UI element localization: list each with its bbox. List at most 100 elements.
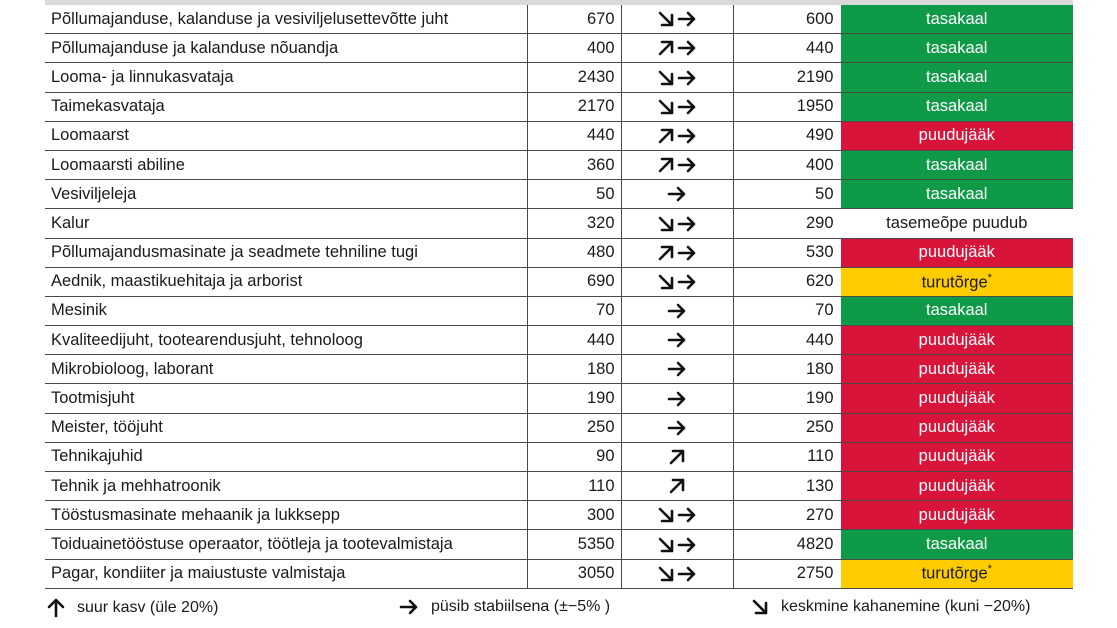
trend-cell <box>621 33 734 64</box>
right-arrow-icon <box>677 506 697 524</box>
right-arrow-icon <box>677 10 697 28</box>
trend-cell <box>621 238 734 268</box>
right-arrow-icon <box>677 536 697 554</box>
status-badge: puudujääk <box>839 471 1073 502</box>
forecast-value: 290 <box>733 208 840 239</box>
down-right-arrow-icon <box>657 69 675 87</box>
forecast-value: 440 <box>733 325 840 356</box>
status-label: puudujääk <box>918 389 995 408</box>
current-value: 180 <box>527 354 622 385</box>
trend-cell <box>621 413 734 443</box>
table-row: Põllumajanduse, kalanduse ja vesiviljelu… <box>45 5 1073 35</box>
current-value: 360 <box>527 150 622 181</box>
trend-cell <box>621 529 734 560</box>
down-right-arrow-icon <box>751 598 769 616</box>
right-arrow-icon <box>399 598 419 616</box>
up-arrow-icon <box>47 598 65 618</box>
right-arrow-icon <box>667 302 687 320</box>
status-label: puudujääk <box>918 243 995 262</box>
up-right-arrow-icon <box>657 39 675 57</box>
current-value: 250 <box>527 413 622 443</box>
status-badge: puudujääk <box>839 500 1073 531</box>
right-arrow-icon <box>667 390 687 408</box>
table-row: Aednik, maastikuehitaja ja arborist 690 62… <box>45 267 1073 297</box>
status-label: puudujääk <box>918 126 995 145</box>
current-value: 3050 <box>527 559 622 589</box>
forecast-value: 440 <box>733 33 840 64</box>
occupation-name: Tootmisjuht <box>45 383 528 414</box>
current-value: 90 <box>527 442 622 473</box>
trend-cell <box>621 500 734 531</box>
current-value: 400 <box>527 33 622 64</box>
right-arrow-icon <box>677 565 697 583</box>
right-arrow-icon <box>667 185 687 203</box>
status-badge: turutõrge* <box>839 559 1073 589</box>
table-row: Kvaliteedijuht, tootearendusjuht, tehnol… <box>45 325 1073 356</box>
occupation-name: Mikrobioloog, laborant <box>45 354 528 385</box>
current-value: 690 <box>527 267 622 297</box>
current-value: 110 <box>527 471 622 502</box>
status-label: puudujääk <box>918 447 995 466</box>
status-label: puudujääk <box>918 476 995 495</box>
trend-cell <box>621 354 734 385</box>
footnote-mark: * <box>987 271 992 284</box>
trend-cell <box>621 92 734 122</box>
forecast-value: 2750 <box>733 559 840 589</box>
current-value: 70 <box>527 296 622 327</box>
current-value: 50 <box>527 179 622 210</box>
legend: suur kasv (üle 20%) püsib stabiilsena (±… <box>45 598 1073 622</box>
down-right-arrow-icon <box>657 536 675 554</box>
occupation-name: Loomaarsti abiline <box>45 150 528 181</box>
status-badge: tasakaal <box>839 92 1073 122</box>
status-badge: puudujääk <box>839 442 1073 473</box>
status-label: puudujääk <box>918 359 995 378</box>
status-badge: puudujääk <box>839 413 1073 443</box>
footnote-mark: * <box>987 563 992 576</box>
occupation-name: Pagar, kondiiter ja maiustuste valmistaj… <box>45 559 528 589</box>
current-value: 480 <box>527 238 622 268</box>
trend-cell <box>621 442 734 473</box>
status-badge: tasakaal <box>839 62 1073 93</box>
trend-cell <box>621 150 734 181</box>
status-badge: puudujääk <box>839 383 1073 414</box>
forecast-value: 530 <box>733 238 840 268</box>
forecast-value: 70 <box>733 296 840 327</box>
down-right-arrow-icon <box>657 10 675 28</box>
status-label: tasakaal <box>926 534 988 553</box>
occupation-name: Meister, tööjuht <box>45 413 528 443</box>
status-label: tasakaal <box>926 155 988 174</box>
status-label: turutõrge <box>921 273 988 292</box>
table-body: Põllumajanduse, kalanduse ja vesiviljelu… <box>45 5 1073 589</box>
trend-cell <box>621 325 734 356</box>
occupation-name: Põllumajanduse ja kalanduse nõuandja <box>45 33 528 64</box>
table-row: Loomaarsti abiline 360 400 tasakaal <box>45 150 1073 181</box>
occupation-name: Tehnikajuhid <box>45 442 528 473</box>
trend-cell <box>621 208 734 239</box>
forecast-value: 180 <box>733 354 840 385</box>
table-row: Vesiviljeleja 50 50 tasakaal <box>45 179 1073 210</box>
table-row: Meister, tööjuht 250 250 puudujääk <box>45 413 1073 443</box>
table-row: Tehnik ja mehhatroonik 110 130 puudujääk <box>45 471 1073 502</box>
status-label: tasakaal <box>926 38 988 57</box>
forecast-value: 400 <box>733 150 840 181</box>
current-value: 190 <box>527 383 622 414</box>
current-value: 2430 <box>527 62 622 93</box>
table-row: Põllumajanduse ja kalanduse nõuandja 400 4… <box>45 33 1073 64</box>
up-right-arrow-icon <box>668 477 686 495</box>
forecast-value: 270 <box>733 500 840 531</box>
table-row: Mesinik 70 70 tasakaal <box>45 296 1073 327</box>
occupation-name: Toiduainetööstuse operaator, töötleja ja… <box>45 529 528 560</box>
table-row: Looma- ja linnukasvataja 2430 2190 tasakaal <box>45 62 1073 93</box>
current-value: 670 <box>527 5 622 35</box>
legend-label-up: suur kasv (üle 20%) <box>77 599 219 616</box>
occupation-name: Aednik, maastikuehitaja ja arborist <box>45 267 528 297</box>
forecast-value: 4820 <box>733 529 840 560</box>
table-top-bar <box>45 0 1073 5</box>
status-badge: tasakaal <box>839 33 1073 64</box>
status-badge: tasakaal <box>839 5 1073 35</box>
status-badge: tasakaal <box>839 529 1073 560</box>
right-arrow-icon <box>677 39 697 57</box>
status-label: puudujääk <box>918 505 995 524</box>
occupation-name: Looma- ja linnukasvataja <box>45 62 528 93</box>
right-arrow-icon <box>677 98 697 116</box>
